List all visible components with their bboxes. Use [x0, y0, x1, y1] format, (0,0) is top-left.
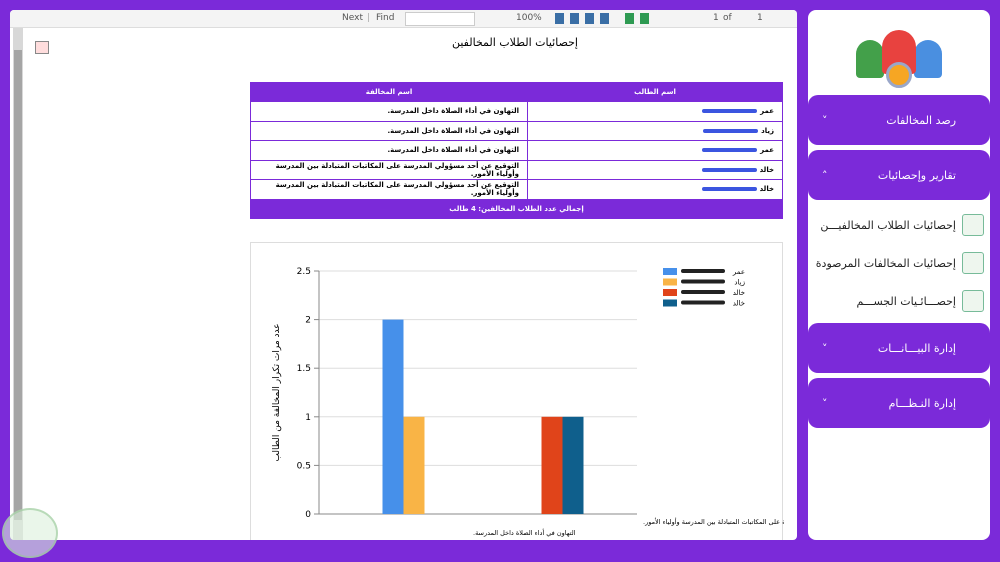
page-number[interactable]: 1 — [713, 13, 719, 23]
student-name: زياد — [761, 126, 774, 135]
legend-swatch — [663, 278, 677, 286]
menu-item[interactable]: رصد المخالفات ˅ — [808, 95, 990, 145]
redaction — [681, 269, 725, 273]
bar — [541, 416, 563, 514]
app-logo — [856, 18, 942, 90]
submenu-icon — [962, 214, 984, 236]
violation-cell: التهاون في أداء الصلاة داخل المدرسة. — [250, 140, 528, 161]
column-header: اسم المخالفة — [250, 82, 528, 102]
x-tick-label: التهاون في أداء الصلاة داخل المدرسة. — [473, 528, 576, 537]
menu-item[interactable]: إدارة البيـــانـــات ˅ — [808, 323, 990, 373]
chevron: ˅ — [822, 341, 828, 355]
menu-item[interactable]: تقارير وإحصائيات ˄ — [808, 150, 990, 200]
bar — [382, 319, 404, 514]
chart: 0 0.5 1 1.5 2 2.5 عدد مرات تكرار المخالفة من ا… — [272, 267, 797, 537]
legend-swatch — [663, 299, 677, 307]
redaction — [701, 187, 757, 192]
violation-cell: التهاون في أداء الصلاة داخل المدرسة. — [250, 120, 528, 141]
scroll-thumb[interactable] — [14, 50, 22, 520]
header-row: اسم الطالب اسم المخالفة — [250, 82, 783, 102]
table-row: خالد التوقيع عن أحد مسؤولي المدرسة على ال… — [250, 159, 783, 180]
footer-row: إجمالي عدد الطلاب المخالفين: 4 طالب — [250, 198, 783, 219]
scrollbar[interactable] — [13, 28, 23, 540]
redaction — [681, 300, 725, 305]
next-button[interactable]: Next — [342, 13, 363, 23]
watermark-logo — [2, 508, 58, 558]
menu-label: تقارير وإحصائيات — [877, 168, 956, 182]
chevron: ˅ — [822, 113, 828, 127]
student-name: عمر — [760, 146, 774, 155]
submenu-label: إحصائيات المخالفات المرصودة — [815, 256, 956, 270]
submenu-item[interactable]: إحصائيات المخالفات المرصودة — [808, 245, 990, 281]
table-row: عمر التهاون في أداء الصلاة داخل المدرسة. — [250, 101, 783, 122]
report-table: اسم الطالب اسم المخالفة عمر التهاون في أداء… — [250, 82, 783, 219]
y-tick-label: 0 — [305, 510, 311, 520]
student-name: خالد — [759, 185, 774, 194]
y-tick-label: 2 — [305, 316, 311, 326]
legend-swatch — [663, 289, 677, 296]
page-of: of — [723, 13, 732, 23]
page-total: 1 — [757, 13, 763, 23]
y-axis-label: عدد مرات تكرار المخالفة من الطالب — [272, 323, 282, 461]
menu-label: إدارة النـظـــام — [888, 396, 956, 410]
find-button[interactable]: Find — [376, 13, 395, 23]
submenu-item[interactable]: إحصائيات الطلاب المخالفيـــن — [808, 207, 990, 243]
sidebar: رصد المخالفات ˅ تقارير وإحصائيات ˄ إحصائيات … — [808, 10, 990, 540]
table-row: خالد التوقيع عن أحد مسؤولي المدرسة على ال… — [250, 179, 783, 200]
report-title: إحصائيات الطلاب المخالفين — [451, 36, 578, 49]
table-row: زياد التهاون في أداء الصلاة داخل المدرسة. — [250, 120, 783, 141]
student-cell: عمر — [527, 140, 783, 161]
menu-label: رصد المخالفات — [886, 113, 956, 127]
refresh-icons[interactable] — [625, 13, 655, 24]
student-name: خالد — [759, 165, 774, 174]
toolbar: Next | Find 100% 1 of 1 — [10, 10, 797, 28]
y-tick-label: 2.5 — [297, 267, 311, 277]
bar — [562, 416, 584, 514]
table-footer: إجمالي عدد الطلاب المخالفين: 4 طالب — [250, 198, 783, 219]
submenu-label: إحصـــائـيات الجســـم — [856, 294, 956, 308]
menu-label: إدارة البيـــانـــات — [877, 341, 956, 355]
separator: | — [367, 13, 371, 23]
x-tick-label: التوقيع عن أحد مسؤولي المدرسة على المكات… — [643, 517, 784, 526]
submenu-icon — [962, 290, 984, 312]
redaction — [681, 279, 725, 284]
violation-cell: التوقيع عن أحد مسؤولي المدرسة على المكات… — [250, 179, 528, 200]
student-cell: زياد — [527, 120, 783, 141]
table-row: عمر التهاون في أداء الصلاة داخل المدرسة. — [250, 140, 783, 161]
chart-box: 0 0.5 1 1.5 2 2.5 عدد مرات تكرار المخالفة من ا… — [250, 242, 797, 540]
menu-item[interactable]: إدارة النـظـــام ˅ — [808, 378, 990, 428]
legend-label: عمر — [732, 268, 745, 276]
find-input[interactable] — [405, 12, 475, 26]
broken-image — [35, 41, 49, 54]
student-cell: خالد — [527, 159, 783, 180]
legend-label: خالد — [733, 300, 745, 308]
column-header: اسم الطالب — [527, 82, 783, 102]
legend-label: خالد — [733, 289, 745, 297]
bar — [403, 416, 425, 514]
redaction — [702, 109, 758, 114]
student-cell: عمر — [527, 101, 783, 122]
redaction — [701, 167, 757, 172]
redaction — [681, 290, 725, 294]
y-tick-label: 0.5 — [297, 461, 311, 471]
y-tick-label: 1 — [305, 413, 311, 423]
chevron: ˅ — [822, 396, 828, 410]
student-cell: خالد — [527, 179, 783, 200]
report-viewer: Next | Find 100% 1 of 1 إحصائيات الطلاب … — [10, 10, 797, 540]
chevron: ˄ — [822, 168, 828, 182]
toolbar-icons[interactable] — [555, 13, 615, 24]
violation-cell: التوقيع عن أحد مسؤولي المدرسة على المكات… — [250, 159, 528, 180]
zoom[interactable]: 100% — [516, 13, 542, 23]
legend-swatch — [663, 268, 677, 275]
student-name: عمر — [760, 107, 774, 116]
redaction — [703, 128, 759, 133]
submenu-item[interactable]: إحصـــائـيات الجســـم — [808, 283, 990, 319]
redaction — [702, 148, 758, 153]
legend-label: زياد — [734, 279, 745, 287]
y-tick-label: 1.5 — [297, 364, 311, 374]
submenu-label: إحصائيات الطلاب المخالفيـــن — [820, 218, 956, 232]
submenu-icon — [962, 252, 984, 274]
violation-cell: التهاون في أداء الصلاة داخل المدرسة. — [250, 101, 528, 122]
